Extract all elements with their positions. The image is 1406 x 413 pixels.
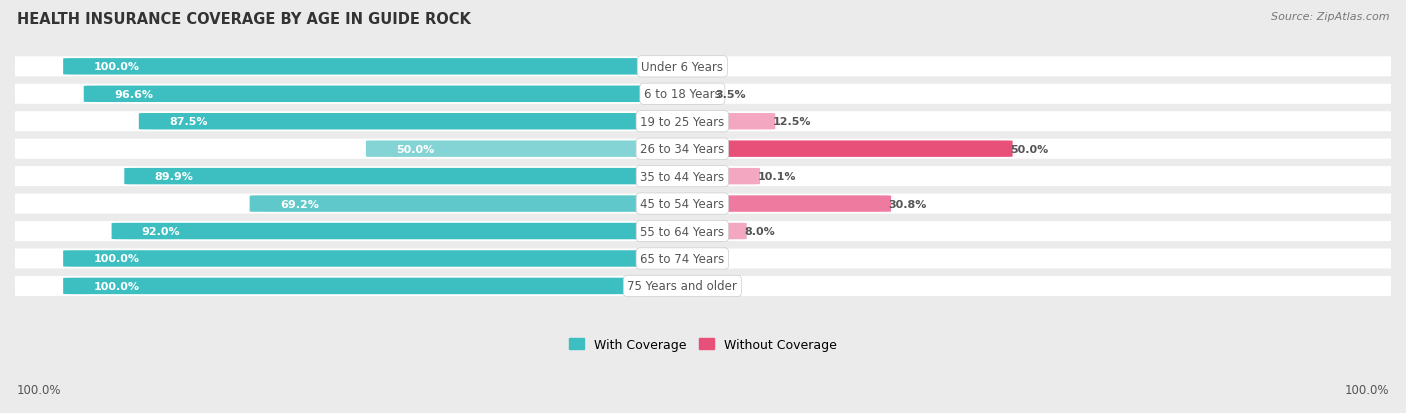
FancyBboxPatch shape — [669, 114, 775, 130]
Text: 100.0%: 100.0% — [93, 254, 139, 264]
Text: 92.0%: 92.0% — [142, 226, 180, 237]
FancyBboxPatch shape — [1, 85, 1405, 104]
Text: 55 to 64 Years: 55 to 64 Years — [640, 225, 724, 238]
Legend: With Coverage, Without Coverage: With Coverage, Without Coverage — [564, 333, 842, 356]
Text: 87.5%: 87.5% — [169, 117, 208, 127]
FancyBboxPatch shape — [1, 276, 1405, 296]
Text: 100.0%: 100.0% — [1344, 384, 1389, 396]
Text: 30.8%: 30.8% — [889, 199, 927, 209]
FancyBboxPatch shape — [669, 169, 761, 185]
Text: 35 to 44 Years: 35 to 44 Years — [640, 170, 724, 183]
Text: 12.5%: 12.5% — [772, 117, 811, 127]
FancyBboxPatch shape — [1, 167, 1405, 187]
Text: 50.0%: 50.0% — [1010, 144, 1047, 154]
Text: 50.0%: 50.0% — [396, 144, 434, 154]
FancyBboxPatch shape — [250, 196, 696, 212]
Text: 75 Years and older: 75 Years and older — [627, 280, 737, 293]
FancyBboxPatch shape — [1, 112, 1405, 132]
FancyBboxPatch shape — [669, 86, 718, 103]
FancyBboxPatch shape — [669, 141, 1012, 157]
FancyBboxPatch shape — [1, 221, 1405, 242]
FancyBboxPatch shape — [669, 196, 891, 212]
Text: 10.1%: 10.1% — [758, 172, 796, 182]
Text: 8.0%: 8.0% — [744, 226, 775, 237]
FancyBboxPatch shape — [1, 57, 1405, 77]
FancyBboxPatch shape — [111, 223, 696, 240]
Text: 69.2%: 69.2% — [280, 199, 319, 209]
Text: 100.0%: 100.0% — [17, 384, 62, 396]
Text: 89.9%: 89.9% — [155, 172, 194, 182]
Text: 100.0%: 100.0% — [93, 281, 139, 291]
FancyBboxPatch shape — [1, 249, 1405, 269]
FancyBboxPatch shape — [124, 169, 696, 185]
Text: Under 6 Years: Under 6 Years — [641, 61, 723, 74]
FancyBboxPatch shape — [84, 86, 696, 103]
Text: 3.5%: 3.5% — [716, 90, 747, 100]
Text: 19 to 25 Years: 19 to 25 Years — [640, 116, 724, 128]
FancyBboxPatch shape — [63, 278, 696, 294]
Text: HEALTH INSURANCE COVERAGE BY AGE IN GUIDE ROCK: HEALTH INSURANCE COVERAGE BY AGE IN GUID… — [17, 12, 471, 27]
Text: 45 to 54 Years: 45 to 54 Years — [640, 197, 724, 211]
Text: 96.6%: 96.6% — [114, 90, 153, 100]
FancyBboxPatch shape — [1, 139, 1405, 159]
Text: 100.0%: 100.0% — [93, 62, 139, 72]
Text: 6 to 18 Years: 6 to 18 Years — [644, 88, 721, 101]
Text: Source: ZipAtlas.com: Source: ZipAtlas.com — [1271, 12, 1389, 22]
FancyBboxPatch shape — [63, 59, 696, 76]
FancyBboxPatch shape — [366, 141, 696, 157]
FancyBboxPatch shape — [139, 114, 696, 130]
FancyBboxPatch shape — [63, 251, 696, 267]
FancyBboxPatch shape — [1, 194, 1405, 214]
FancyBboxPatch shape — [669, 223, 747, 240]
Text: 65 to 74 Years: 65 to 74 Years — [640, 252, 724, 265]
Text: 26 to 34 Years: 26 to 34 Years — [640, 143, 724, 156]
